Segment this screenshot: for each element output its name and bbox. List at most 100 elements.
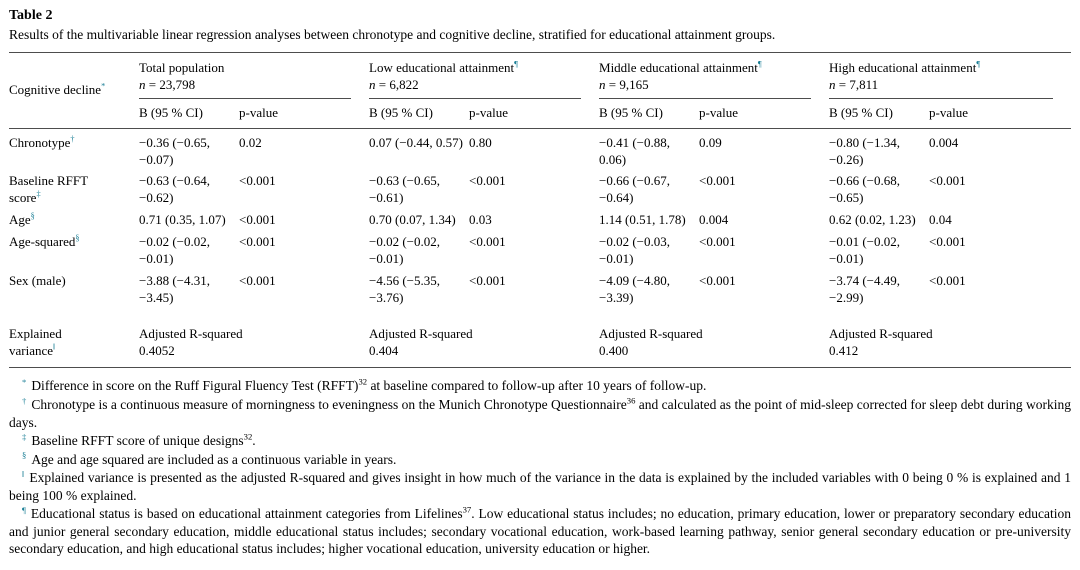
p-value-cell: <0.001 <box>469 173 506 189</box>
footnote-marker: § <box>75 233 80 243</box>
p-value-cell: <0.001 <box>699 272 736 288</box>
table-body: Chronotype† −0.36 (−0.65, −0.07) 0.02 0.… <box>9 128 1072 369</box>
b-value-cell: −0.02 (−0.03, −0.01) <box>599 234 671 267</box>
footnote-double-dagger: ‡ Baseline RFFT score of unique designs32… <box>9 432 1071 450</box>
footnotes: * Difference in score on the Ruff Figural… <box>9 377 1071 557</box>
footnote-pilcrow: ¶ Educational status is based on educatio… <box>9 505 1071 558</box>
p-value-cell: 0.03 <box>469 212 492 228</box>
table-row-baseline-rfft: Baseline RFFT score‡ −0.63 (−0.64, −0.62… <box>9 171 1071 210</box>
subheader-p: p-value <box>469 98 600 129</box>
b-value-cell: −0.02 (−0.02, −0.01) <box>369 234 441 267</box>
footnote-marker: ‖ <box>53 342 56 352</box>
p-value-cell: <0.001 <box>239 212 276 228</box>
p-value-cell: <0.001 <box>469 272 506 288</box>
footnote-text: and calculated as the point of mid-sleep… <box>9 397 1071 430</box>
footnote-text: Educational status is based on education… <box>30 506 463 522</box>
b-value-cell: −0.01 (−0.02, −0.01) <box>829 234 901 267</box>
subheader-p: p-value <box>699 98 830 129</box>
adjusted-r-squared-value: 0.412 <box>829 342 859 358</box>
footnote-text: Explained variance is presented as the a… <box>9 470 1071 503</box>
p-value-cell: 0.004 <box>929 134 959 150</box>
footnote-marker: * <box>22 376 27 387</box>
p-value-cell: <0.001 <box>929 234 966 250</box>
subheader-row: B (95 % CI) p-value B (95 % CI) p-value … <box>9 98 1072 129</box>
group-name: High educational attainment <box>829 60 977 75</box>
group-name: Total population <box>139 60 225 75</box>
row-label: Age <box>9 212 31 228</box>
footnote-marker: ¶ <box>514 59 518 69</box>
footnote-text: Age and age squared are included as a co… <box>31 451 397 467</box>
row-label: Age-squared <box>9 234 76 250</box>
footnote-marker: ¶ <box>757 59 762 69</box>
row-label-cell: Sex (male) <box>9 271 139 310</box>
p-value-cell: 0.04 <box>929 212 952 228</box>
row-label: Chronotype <box>9 134 71 150</box>
p-value-cell: 0.004 <box>699 212 729 228</box>
group-header-low: Low educational attainment¶ n = 6,822 <box>369 53 599 99</box>
footnote-marker: † <box>70 134 75 144</box>
b-value-cell: 0.62 (0.02, 1.23) <box>829 212 916 228</box>
row-label-cell: Age§ <box>9 210 139 232</box>
citation-ref: 36 <box>626 395 636 406</box>
footnote-section: § Age and age squared are included as a c… <box>9 451 1071 469</box>
adjusted-r-squared-value: 0.404 <box>369 342 399 358</box>
citation-ref: 32 <box>358 376 368 387</box>
p-value-cell: 0.80 <box>469 134 492 150</box>
table-row-age: Age§ 0.71 (0.35, 1.07) <0.001 0.70 (0.07… <box>9 210 1071 232</box>
footnote-text: at baseline compared to follow-up after … <box>367 378 707 394</box>
b-value-cell: 0.70 (0.07, 1.34) <box>369 212 456 228</box>
table-label: Table 2 <box>9 8 53 23</box>
row-label: Sex (male) <box>9 272 66 288</box>
group-name: Middle educational attainment <box>599 60 758 75</box>
adjusted-r-squared-value: 0.4052 <box>139 342 175 358</box>
b-value-cell: 0.07 (−0.44, 0.57) <box>369 134 464 150</box>
group-n: n = 23,798 <box>139 76 196 92</box>
row-header-label: Cognitive decline <box>9 81 102 97</box>
row-label-cell: Chronotype† <box>9 128 139 171</box>
subheader-b: B (95 % CI) <box>599 98 700 129</box>
b-value-cell: −0.36 (−0.65, −0.07) <box>139 134 210 167</box>
footnote-text: Difference in score on the Ruff Figural … <box>31 378 359 394</box>
explained-variance-cell: Adjusted R-squared 0.404 <box>369 323 600 369</box>
footnote-text: . <box>252 433 256 449</box>
footnote-text: Baseline RFFT score of unique designs <box>31 433 244 449</box>
b-value-cell: −0.66 (−0.68, −0.65) <box>829 173 901 206</box>
b-value-cell: −3.74 (−4.49, −2.99) <box>829 272 901 305</box>
explained-variance-cell: Adjusted R-squared 0.412 <box>829 323 1072 369</box>
p-value-cell: <0.001 <box>929 272 966 288</box>
footnote-marker: ‡ <box>22 431 27 442</box>
row-label-cell: Age-squared§ <box>9 232 139 271</box>
paper-page: Table 2 Results of the multivariable lin… <box>9 8 1072 557</box>
subheader-b: B (95 % CI) <box>829 98 930 129</box>
subheader-p: p-value <box>239 98 370 129</box>
citation-ref: 32 <box>243 431 253 442</box>
b-value-cell: −0.63 (−0.65, −0.61) <box>369 173 441 206</box>
row-label: Explained variance <box>9 325 62 358</box>
explained-variance-cell: Adjusted R-squared 0.4052 <box>139 323 370 369</box>
footnote-text: Chronotype is a continuous measure of mo… <box>31 397 627 413</box>
explained-variance-row: Explained variance‖ Adjusted R-squared 0… <box>9 323 1072 369</box>
spacer-row <box>9 310 1071 324</box>
p-value-cell: 0.02 <box>239 134 262 150</box>
b-value-cell: −4.09 (−4.80, −3.39) <box>599 272 671 305</box>
row-header-cell: Cognitive decline* <box>9 52 139 129</box>
b-value-cell: −4.56 (−5.35, −3.76) <box>369 272 441 305</box>
footnote-marker: * <box>101 81 106 91</box>
adjusted-r-squared-value: 0.400 <box>599 342 629 358</box>
b-value-cell: −0.80 (−1.34, −0.26) <box>829 134 901 167</box>
row-label-cell: Explained variance‖ <box>9 323 139 369</box>
table-row-age-squared: Age-squared§ −0.02 (−0.02, −0.01) <0.001… <box>9 232 1071 271</box>
b-value-cell: 0.71 (0.35, 1.07) <box>139 212 226 228</box>
footnote-marker: ¶ <box>976 59 981 69</box>
footnote-dagger: † Chronotype is a continuous measure of m… <box>9 396 1071 431</box>
b-value-cell: −0.41 (−0.88, 0.06) <box>599 134 671 167</box>
p-value-cell: <0.001 <box>699 234 736 250</box>
footnote-marker: ‡ <box>36 190 41 200</box>
subheader-b: B (95 % CI) <box>139 98 239 129</box>
footnote-marker: † <box>22 395 27 406</box>
footnote-text: . Low educational status includes; no ed… <box>9 506 1071 557</box>
footnote-marker: § <box>22 450 27 461</box>
group-header-high: High educational attainment¶ n = 7,811 <box>829 53 1071 99</box>
group-header-total: Total population n = 23,798 <box>139 53 369 99</box>
group-header-middle: Middle educational attainment¶ n = 9,165 <box>599 53 829 99</box>
